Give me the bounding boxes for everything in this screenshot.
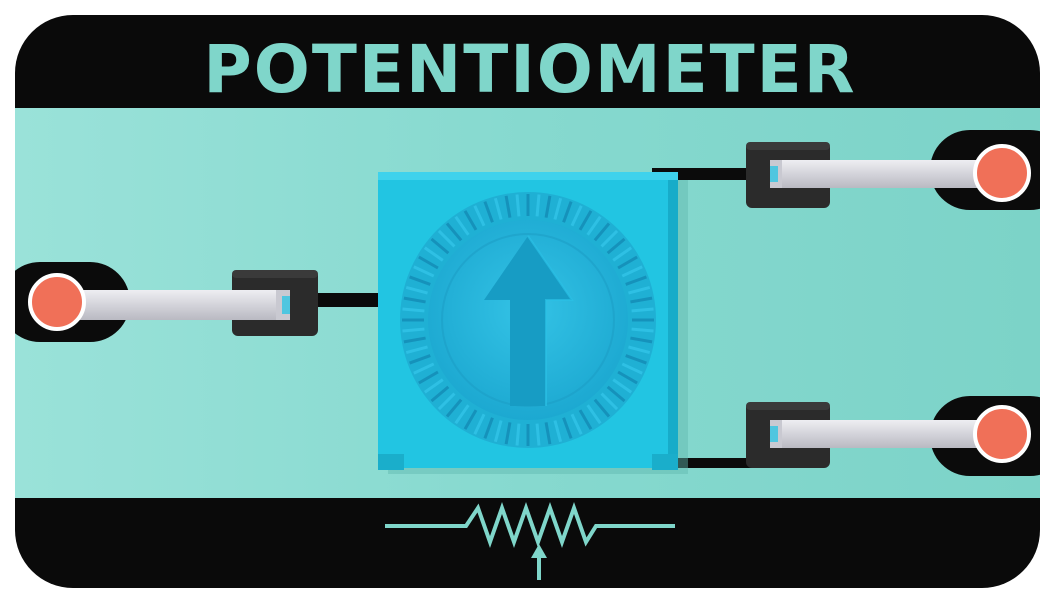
knob-ridge (493, 420, 503, 443)
knob-ridge (606, 385, 626, 403)
left-lead (56, 290, 290, 320)
knob-ridge (473, 413, 486, 435)
knob-ridge (413, 265, 435, 278)
knob-ridges (402, 194, 654, 446)
knob-ridge (437, 392, 456, 411)
page-title: POTENTIOMETER (203, 31, 856, 108)
knob-ridge (493, 197, 503, 220)
knob-ridge (631, 327, 654, 333)
knob-ridge (586, 215, 602, 236)
knob-ridge (405, 285, 428, 295)
knob-ridge (423, 246, 444, 262)
knob-ridge (463, 409, 478, 430)
knob-ridge (535, 423, 541, 446)
knob-ridge (504, 422, 512, 445)
knob-ridge (606, 237, 626, 255)
knob-ridge (562, 201, 573, 223)
knob-ridge (423, 378, 444, 394)
knob-ridge (418, 255, 439, 270)
knob-ridge (617, 255, 638, 270)
knob-ridge (483, 417, 494, 439)
knob-ridge (617, 370, 638, 385)
knob-ridge (402, 327, 425, 333)
top-right-lead (770, 160, 1002, 188)
knob-ridge (553, 420, 563, 443)
knob-ridge (437, 229, 456, 248)
knob-ridge (570, 413, 583, 435)
knob-ridge (628, 345, 651, 355)
left-trace (318, 293, 384, 307)
knob-ridge (631, 307, 654, 313)
knob-ridge (544, 422, 552, 445)
knob-ridge (454, 404, 470, 425)
knob-ridge (402, 307, 425, 313)
knob-ridge (409, 354, 431, 365)
knob-ridge (593, 222, 611, 242)
knob-ridge (454, 215, 470, 236)
knob-ridge (418, 370, 439, 385)
knob-ridge (463, 210, 478, 231)
knob-ridge (625, 354, 647, 365)
knob-ridge (612, 378, 633, 394)
knob-ridge (553, 197, 563, 220)
knob-ridge (630, 296, 653, 304)
knob-ridge (445, 222, 463, 242)
knob-ridge (586, 404, 602, 425)
knob-ridge (430, 385, 450, 403)
potentiometer-symbol-icon (385, 501, 675, 580)
knob-ridge (578, 210, 593, 231)
up-arrow-icon (484, 236, 572, 406)
knob-ridge (403, 336, 426, 344)
knob-ridge (445, 398, 463, 418)
knob-ridge (578, 409, 593, 430)
knob-ridge (628, 285, 651, 295)
knob-ridge (612, 246, 633, 262)
bottom-right-lead (770, 420, 1002, 448)
knob-ridge (562, 417, 573, 439)
knob-ridge (600, 229, 619, 248)
knob-ridge (544, 195, 552, 218)
knob-ridge (621, 362, 643, 375)
potentiometer-knob[interactable] (400, 192, 656, 448)
knob-ridge (621, 265, 643, 278)
knob-ridge (515, 423, 521, 446)
knob-ridge (430, 237, 450, 255)
knob-ridge (403, 296, 426, 304)
knob-ridge (535, 194, 541, 217)
bottom-right-solder-pad[interactable] (973, 405, 1031, 463)
top-right-solder-pad[interactable] (973, 144, 1031, 202)
knob-ridge (413, 362, 435, 375)
knob-ridge (473, 205, 486, 227)
knob-ridge (504, 195, 512, 218)
knob-ridge (570, 205, 583, 227)
knob-ridge (600, 392, 619, 411)
knob-ridge (483, 201, 494, 223)
knob-ridge (593, 398, 611, 418)
left-solder-pad[interactable] (28, 273, 86, 331)
knob-ridge (409, 275, 431, 286)
knob-ridge (405, 345, 428, 355)
knob-ridge (630, 336, 653, 344)
knob-ridge (515, 194, 521, 217)
knob-ridge (625, 275, 647, 286)
